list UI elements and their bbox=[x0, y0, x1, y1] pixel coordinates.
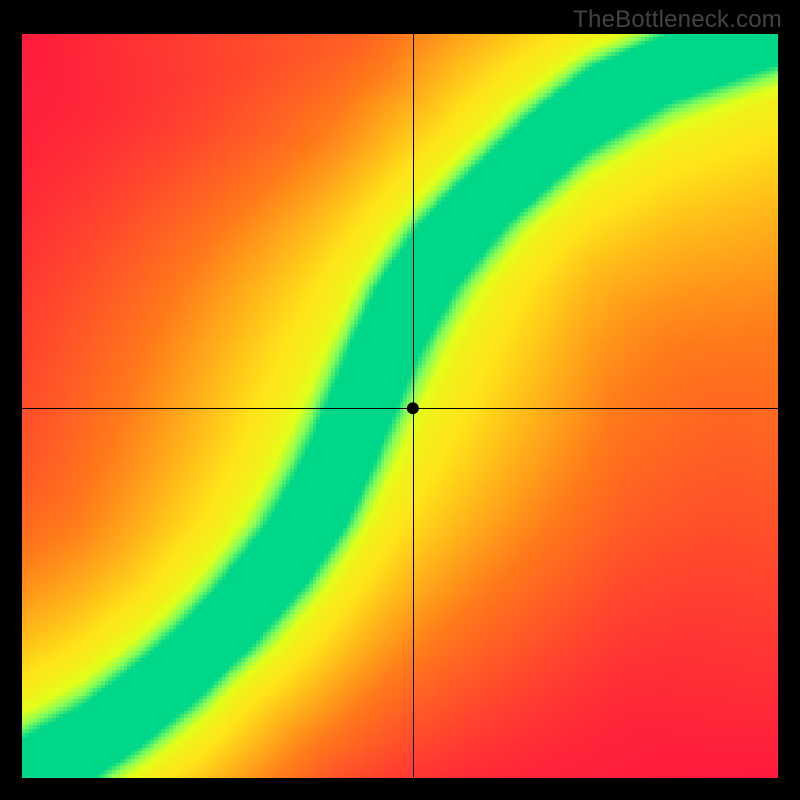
heatmap-canvas bbox=[22, 34, 778, 778]
heatmap-plot bbox=[22, 34, 778, 778]
watermark-text: TheBottleneck.com bbox=[573, 6, 782, 34]
